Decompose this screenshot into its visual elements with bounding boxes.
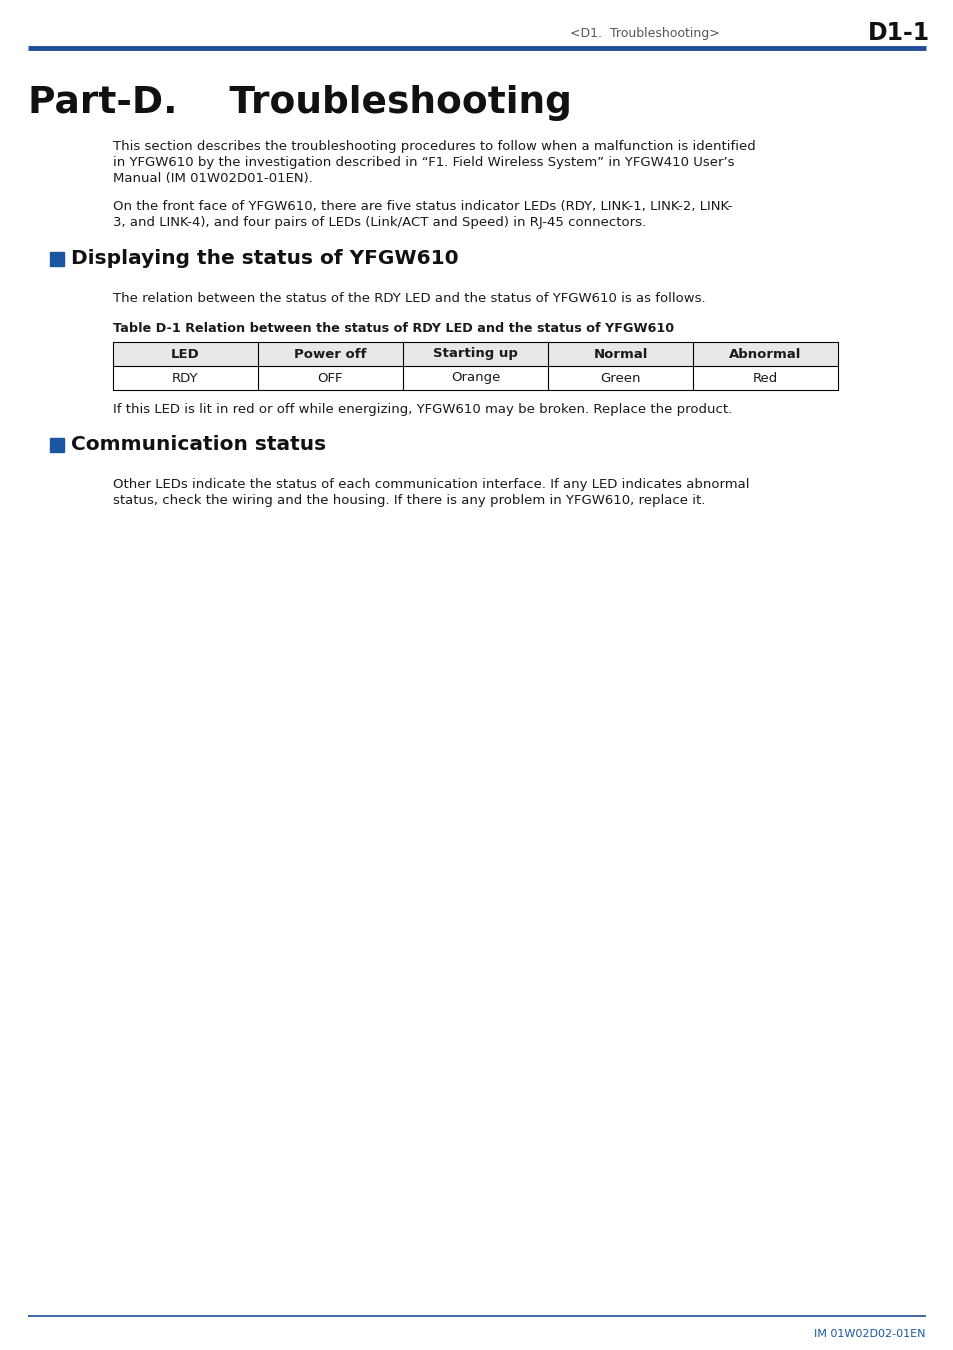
Text: Starting up: Starting up [433, 347, 517, 360]
Bar [112, 366, 837, 390]
Text: IM 01W02D02-01EN: IM 01W02D02-01EN [814, 1328, 925, 1339]
Text: Table D-1 Relation between the status of RDY LED and the status of YFGW610: Table D-1 Relation between the status of… [112, 323, 674, 335]
Text: This section describes the troubleshooting procedures to follow when a malfuncti: This section describes the troubleshooti… [112, 140, 755, 153]
Text: RDY: RDY [172, 371, 198, 385]
Text: Power off: Power off [294, 347, 366, 360]
Text: status, check the wiring and the housing. If there is any problem in YFGW610, re: status, check the wiring and the housing… [112, 494, 704, 508]
Text: Part-D.    Troubleshooting: Part-D. Troubleshooting [28, 85, 571, 122]
Bar [112, 342, 837, 390]
Text: Red: Red [752, 371, 778, 385]
Text: LED: LED [171, 347, 200, 360]
Text: Abnormal: Abnormal [728, 347, 801, 360]
Text: Green: Green [599, 371, 640, 385]
Text: <D1.  Troubleshooting>: <D1. Troubleshooting> [569, 27, 719, 39]
Text: Manual (IM 01W02D01-01EN).: Manual (IM 01W02D01-01EN). [112, 171, 313, 185]
Bar [50, 252, 64, 266]
Text: OFF: OFF [317, 371, 343, 385]
Text: Displaying the status of YFGW610: Displaying the status of YFGW610 [71, 250, 458, 269]
Text: D1-1: D1-1 [867, 22, 929, 45]
Text: Other LEDs indicate the status of each communication interface. If any LED indic: Other LEDs indicate the status of each c… [112, 478, 749, 491]
Bar [50, 437, 64, 452]
Text: in YFGW610 by the investigation described in “F1. Field Wireless System” in YFGW: in YFGW610 by the investigation describe… [112, 157, 734, 169]
Bar [112, 342, 837, 366]
Text: Normal: Normal [593, 347, 647, 360]
Text: On the front face of YFGW610, there are five status indicator LEDs (RDY, LINK-1,: On the front face of YFGW610, there are … [112, 200, 732, 213]
Text: Orange: Orange [451, 371, 499, 385]
Text: If this LED is lit in red or off while energizing, YFGW610 may be broken. Replac: If this LED is lit in red or off while e… [112, 404, 732, 416]
Text: The relation between the status of the RDY LED and the status of YFGW610 is as f: The relation between the status of the R… [112, 292, 705, 305]
Text: Communication status: Communication status [71, 436, 326, 455]
Text: 3, and LINK-4), and four pairs of LEDs (Link/ACT and Speed) in RJ-45 connectors.: 3, and LINK-4), and four pairs of LEDs (… [112, 216, 645, 230]
